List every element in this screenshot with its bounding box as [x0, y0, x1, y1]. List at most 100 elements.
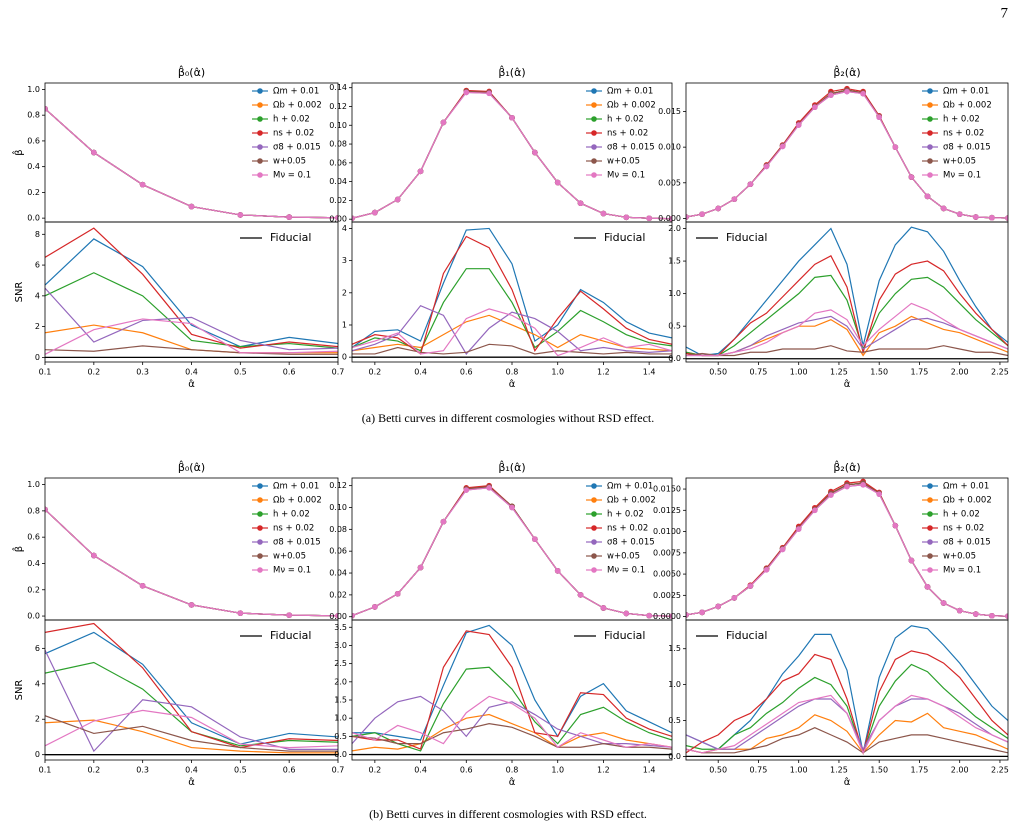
x-tick-label: 1.00 — [790, 368, 808, 377]
y-axis-label: SNR — [14, 680, 25, 701]
legend-label: σ8 + 0.015 — [273, 143, 321, 153]
series-line — [45, 631, 338, 745]
series-line — [686, 727, 1008, 754]
legend-label: ns + 0.02 — [943, 524, 984, 534]
marker — [600, 605, 607, 611]
legend-marker — [927, 172, 933, 178]
series-line — [352, 227, 672, 349]
legend-label: Ωb + 0.002 — [607, 496, 656, 506]
x-tick-label: 2.00 — [951, 766, 969, 775]
marker — [908, 557, 915, 564]
legend-marker — [257, 130, 263, 136]
y-tick-label: 1.0 — [668, 289, 681, 298]
marker — [779, 143, 786, 150]
marker — [860, 482, 866, 488]
y-tick-label: 0.08 — [329, 525, 347, 534]
series-line — [45, 287, 338, 351]
legend-label: σ8 + 0.015 — [607, 538, 655, 548]
marker — [440, 119, 447, 126]
legend-marker — [927, 130, 933, 136]
y-axis-label: β̂ — [11, 546, 25, 552]
legend-marker — [257, 497, 263, 503]
y-tick-label: 0.0025 — [653, 591, 681, 600]
x-tick-label: 0.3 — [136, 766, 149, 775]
x-tick-label: 0.4 — [414, 368, 427, 377]
legend-label: Ωb + 0.002 — [943, 496, 992, 506]
x-tick-label: 0.4 — [185, 368, 198, 377]
y-tick-label: 0.10 — [329, 121, 347, 130]
x-tick-label: 1.0 — [551, 368, 564, 377]
marker — [699, 609, 705, 616]
y-tick-label: 3.0 — [334, 641, 347, 650]
series-line — [352, 235, 672, 355]
y-tick-label: 0.0 — [27, 214, 40, 223]
y-tick-label: 0 — [35, 353, 40, 362]
panel-title: β̂₂(α̂) — [833, 65, 860, 79]
marker — [463, 89, 470, 96]
legend-label: w+0.05 — [943, 157, 976, 167]
marker — [763, 567, 770, 573]
y-tick-label: 0.0 — [334, 750, 347, 759]
marker — [463, 487, 470, 493]
marker — [973, 611, 979, 617]
marker — [973, 214, 979, 220]
y-tick-label: 0.0000 — [653, 612, 681, 621]
y-tick-label: 0.0 — [668, 752, 681, 761]
legend-marker — [927, 497, 933, 503]
legend-marker — [927, 102, 933, 108]
axes-frame — [685, 221, 1009, 363]
x-axis-label: α̂ — [844, 378, 851, 390]
y-tick-label: 0.6 — [27, 136, 40, 145]
y-tick-label: 1.5 — [668, 644, 681, 653]
legend-marker — [257, 553, 263, 559]
y-tick-label: 0.12 — [329, 481, 347, 490]
y-tick-label: 0.10 — [329, 503, 347, 512]
legend-label: h + 0.02 — [943, 115, 980, 125]
y-tick-label: 0.12 — [329, 102, 347, 111]
legend-label: w+0.05 — [607, 552, 640, 562]
legend-label: Ωm + 0.01 — [273, 87, 319, 97]
y-tick-label: 0.0050 — [653, 570, 681, 579]
legend-label: ns + 0.02 — [273, 524, 314, 534]
series-line — [686, 650, 1008, 756]
y-tick-label: 0.00 — [329, 612, 347, 621]
y-tick-label: 0.06 — [329, 547, 347, 556]
legend-marker — [927, 525, 933, 531]
plot-area — [352, 624, 672, 756]
y-tick-label: 1.0 — [668, 680, 681, 689]
x-tick-label: 2.00 — [951, 368, 969, 377]
legend-marker — [927, 483, 933, 489]
marker — [646, 612, 652, 619]
series-line — [45, 227, 338, 349]
x-axis-label: α̂ — [509, 378, 516, 390]
legend-marker — [591, 144, 597, 150]
legend-label: Ωm + 0.01 — [273, 482, 319, 492]
marker — [139, 181, 146, 188]
x-tick-label: 0.50 — [709, 368, 727, 377]
marker — [577, 200, 584, 207]
marker — [828, 492, 834, 498]
y-tick-label: 0.0100 — [653, 527, 681, 536]
legend-label: ns + 0.02 — [607, 524, 648, 534]
legend-label: Ωm + 0.01 — [943, 482, 989, 492]
y-tick-label: 0.5 — [334, 732, 347, 741]
marker — [623, 610, 630, 617]
y-axis-label: SNR — [14, 282, 25, 303]
marker — [715, 603, 721, 610]
marker — [686, 214, 689, 220]
legend-label: Mν = 0.1 — [607, 566, 645, 576]
y-tick-label: 0.0125 — [653, 506, 681, 515]
x-tick-label: 0.1 — [39, 766, 52, 775]
page-number: 7 — [1001, 5, 1009, 21]
x-tick-label: 0.6 — [460, 368, 473, 377]
marker — [876, 491, 882, 497]
y-tick-label: 4 — [35, 291, 40, 300]
legend-label: Ωb + 0.002 — [943, 101, 992, 111]
marker — [844, 88, 850, 95]
x-tick-label: 0.2 — [87, 368, 100, 377]
series-line — [352, 343, 672, 355]
legend-label: ns + 0.02 — [273, 129, 314, 139]
series-line — [686, 315, 1008, 357]
plot-area — [45, 105, 338, 221]
